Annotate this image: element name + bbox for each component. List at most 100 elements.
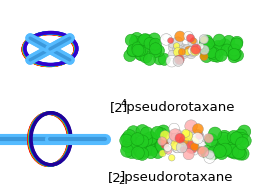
Circle shape (213, 145, 226, 158)
Circle shape (183, 138, 194, 149)
Circle shape (184, 31, 193, 41)
Circle shape (185, 131, 196, 142)
Circle shape (132, 44, 144, 56)
Circle shape (175, 46, 185, 56)
Circle shape (236, 147, 249, 160)
Circle shape (186, 49, 196, 59)
Circle shape (199, 36, 211, 49)
Circle shape (198, 146, 209, 157)
Circle shape (179, 45, 189, 55)
Circle shape (191, 46, 200, 56)
Circle shape (215, 50, 227, 61)
Circle shape (190, 43, 200, 53)
Circle shape (163, 34, 170, 41)
Circle shape (164, 144, 172, 152)
Circle shape (175, 133, 185, 143)
Circle shape (139, 34, 151, 46)
Circle shape (192, 140, 203, 151)
Circle shape (173, 43, 180, 49)
Circle shape (200, 36, 207, 43)
Circle shape (161, 137, 167, 144)
Circle shape (166, 55, 178, 67)
Circle shape (143, 137, 156, 150)
Circle shape (132, 41, 144, 53)
Circle shape (227, 46, 238, 58)
Circle shape (158, 137, 166, 146)
Circle shape (134, 45, 146, 57)
Circle shape (200, 145, 213, 158)
Circle shape (140, 51, 152, 63)
Circle shape (185, 141, 198, 154)
Circle shape (136, 41, 148, 53)
Circle shape (204, 40, 216, 52)
Circle shape (179, 137, 190, 148)
Circle shape (228, 146, 241, 159)
Circle shape (161, 141, 169, 149)
Circle shape (199, 141, 205, 147)
Circle shape (123, 136, 136, 148)
Circle shape (205, 46, 217, 58)
Circle shape (211, 50, 223, 62)
Text: [2: [2 (110, 101, 124, 114)
Circle shape (179, 136, 188, 145)
Circle shape (211, 46, 223, 57)
Circle shape (135, 146, 148, 159)
Circle shape (145, 41, 157, 53)
Circle shape (144, 37, 156, 49)
Circle shape (186, 139, 197, 150)
Circle shape (218, 130, 231, 143)
Circle shape (182, 129, 190, 137)
Circle shape (179, 47, 189, 57)
Circle shape (192, 140, 203, 151)
Circle shape (125, 34, 137, 46)
Circle shape (229, 48, 241, 60)
Circle shape (228, 51, 240, 63)
Circle shape (127, 44, 139, 57)
Circle shape (127, 126, 140, 139)
Circle shape (164, 147, 172, 154)
Circle shape (193, 131, 204, 142)
Circle shape (191, 143, 199, 151)
Circle shape (225, 142, 238, 155)
Circle shape (167, 132, 178, 144)
Circle shape (169, 123, 179, 134)
Circle shape (189, 132, 200, 143)
Circle shape (235, 137, 249, 150)
Circle shape (223, 35, 235, 47)
Circle shape (136, 44, 148, 56)
Circle shape (137, 35, 149, 47)
Circle shape (129, 137, 142, 150)
Circle shape (192, 136, 203, 147)
Circle shape (121, 144, 134, 157)
Circle shape (124, 50, 136, 62)
Text: 4: 4 (120, 99, 127, 109)
Circle shape (130, 44, 142, 57)
Circle shape (168, 38, 178, 48)
Circle shape (194, 137, 204, 148)
Circle shape (133, 144, 146, 157)
Circle shape (214, 143, 227, 156)
Circle shape (231, 38, 243, 50)
Circle shape (190, 140, 201, 151)
Circle shape (123, 130, 136, 143)
Circle shape (175, 56, 181, 62)
Circle shape (235, 132, 248, 145)
Circle shape (215, 146, 228, 160)
Circle shape (226, 135, 239, 148)
Circle shape (231, 131, 244, 144)
Circle shape (199, 35, 209, 44)
Circle shape (155, 128, 168, 141)
Circle shape (171, 132, 182, 143)
Circle shape (201, 35, 213, 47)
Circle shape (154, 53, 166, 65)
Circle shape (168, 155, 175, 161)
Circle shape (232, 49, 244, 61)
Circle shape (159, 150, 166, 157)
Circle shape (149, 46, 161, 58)
Circle shape (173, 142, 183, 153)
Circle shape (156, 141, 169, 154)
Circle shape (197, 147, 205, 154)
Circle shape (205, 150, 214, 159)
Circle shape (173, 56, 183, 66)
Circle shape (175, 45, 185, 55)
